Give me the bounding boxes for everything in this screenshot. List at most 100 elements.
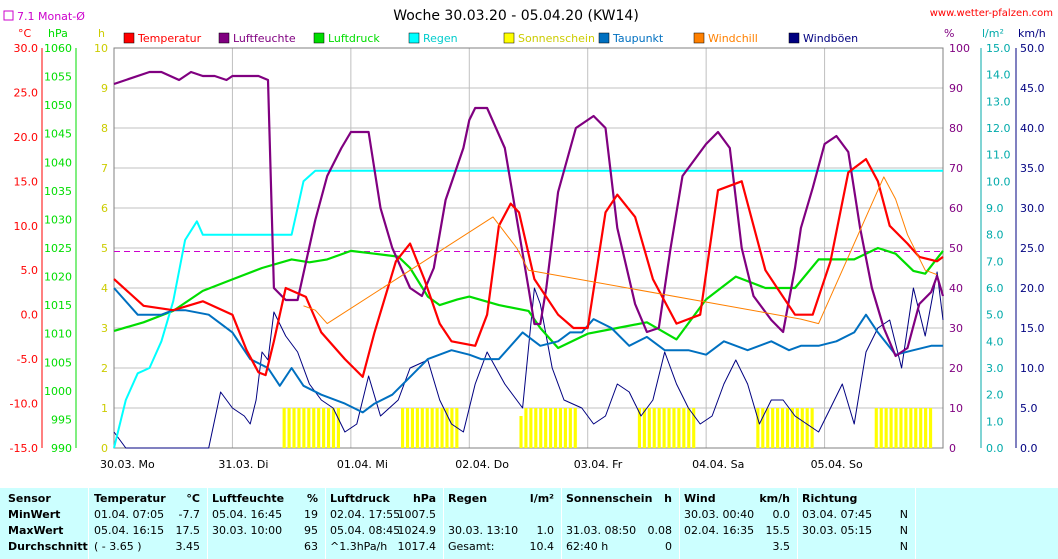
- legend-swatch: [503, 32, 515, 44]
- sunshine-bar: [909, 408, 913, 448]
- sunshine-bar: [292, 408, 296, 448]
- sunshine-bar: [771, 408, 775, 448]
- max-press-time: 05.04. 08:45: [330, 524, 401, 537]
- sunshine-bar: [785, 408, 790, 448]
- rain-axis-tick: 6.0: [986, 282, 1004, 295]
- sunshine-bar: [800, 408, 804, 448]
- humidity-axis-tick: 10: [949, 402, 963, 415]
- sunshine-bar: [914, 408, 918, 448]
- sun-axis-tick: 5: [101, 242, 108, 255]
- x-axis-labels: 30.03. Mo 31.03. Di 01.04. Mi 02.04. Do 03.0…: [100, 458, 863, 471]
- rain-axis-tick: 15.0: [986, 42, 1011, 55]
- x-axis-day-label: 05.04. So: [811, 458, 863, 471]
- humidity-axis-unit: %: [944, 27, 954, 40]
- sunshine-bar: [445, 408, 449, 448]
- legend-swatch: [123, 32, 135, 44]
- max-wind-time: 02.04. 16:35: [684, 524, 755, 537]
- wind-axis-tick: 0.0: [1020, 442, 1038, 455]
- legend-swatch: [788, 32, 800, 44]
- min-temp-time: 01.04. 07:05: [94, 508, 165, 521]
- x-axis-day-label: 01.04. Mi: [337, 458, 388, 471]
- legend-swatch: [408, 32, 420, 44]
- sunshine-bar: [924, 408, 928, 448]
- sunshine-bar: [563, 408, 567, 448]
- header-direction: Richtung: [802, 492, 858, 505]
- sunshine-bar: [529, 408, 533, 448]
- header-humidity-unit: %: [306, 492, 318, 505]
- max-temp-time: 05.04. 16:15: [94, 524, 165, 537]
- sunshine-bar: [553, 408, 558, 448]
- wind-axis-tick: 15.0: [1020, 322, 1045, 335]
- sunshine-bar: [672, 408, 676, 448]
- avg-press-value: 1017.4: [397, 540, 437, 553]
- max-hum-time: 30.03. 10:00: [212, 524, 283, 537]
- sunshine-bar: [430, 408, 434, 448]
- max-sun-value: 0.08: [647, 524, 673, 537]
- sunshine-bar: [568, 408, 572, 448]
- sunshine-bar: [682, 408, 686, 448]
- rain-axis-tick: 1.0: [986, 415, 1004, 428]
- sunshine-bar: [410, 408, 415, 448]
- sunshine-bar: [573, 408, 577, 448]
- sunshine-bar: [549, 408, 553, 448]
- sun-axis-tick: 3: [101, 322, 108, 335]
- sunshine-bar: [919, 408, 923, 448]
- sunshine-bar: [336, 408, 340, 448]
- max-dir-value: N: [899, 524, 908, 537]
- avg-hum-value: 63: [304, 540, 318, 553]
- max-wind-value: 15.5: [765, 524, 791, 537]
- legend-label: Temperatur: [137, 32, 202, 45]
- wind-axis-tick: 10.0: [1020, 362, 1045, 375]
- humidity-axis-tick: 30: [949, 322, 963, 335]
- series-line-windchill: [303, 176, 938, 325]
- max-hum-value: 95: [304, 524, 318, 537]
- min-hum-value: 19: [304, 508, 318, 521]
- series-line-luftfeuchte: [113, 70, 945, 358]
- weather-week-chart: Woche 30.03.20 - 05.04.20 (KW14) www.wet…: [3, 8, 1053, 471]
- column-divider: [88, 488, 89, 559]
- rain-axis-tick: 0.0: [986, 442, 1004, 455]
- website-link[interactable]: www.wetter-pfalzen.com: [930, 8, 1053, 19]
- header-temperature-unit: °C: [186, 492, 200, 505]
- avg-dir-value: N: [899, 540, 908, 553]
- column-divider: [679, 488, 680, 559]
- sunshine-bar: [657, 408, 661, 448]
- column-divider: [561, 488, 562, 559]
- pressure-axis-tick: 1055: [44, 71, 72, 84]
- rain-axis-tick: 14.0: [986, 69, 1011, 82]
- humidity-axis-tick: 20: [949, 362, 963, 375]
- statistics-table: Sensor Temperatur °C Luftfeuchte % Luftd…: [0, 488, 1058, 559]
- sunshine-bar: [282, 408, 286, 448]
- wind-axis-tick: 40.0: [1020, 122, 1045, 135]
- sunshine-bars: [282, 408, 933, 448]
- header-wind: Wind: [684, 492, 716, 505]
- rain-axis-tick: 4.0: [986, 335, 1004, 348]
- pressure-axis-tick: 1060: [44, 42, 72, 55]
- sunshine-bar: [425, 408, 429, 448]
- sunshine-bar: [440, 408, 444, 448]
- row-label-max: MaxWert: [8, 524, 64, 537]
- sunshine-bar: [879, 408, 883, 448]
- sun-axis-tick: 8: [101, 122, 108, 135]
- humidity-axis-tick: 70: [949, 162, 963, 175]
- axes: 30.025.020.015.010.05.00.0-5.0-10.0-15.0…: [10, 42, 1045, 455]
- sunshine-bar: [894, 408, 898, 448]
- rain-axis-tick: 3.0: [986, 362, 1004, 375]
- sunshine-bar: [322, 408, 326, 448]
- temp-axis-tick: -10.0: [10, 398, 38, 411]
- avg-legend-marker: [3, 10, 14, 21]
- sunshine-bar: [692, 408, 696, 448]
- sunshine-bar: [756, 408, 760, 448]
- column-divider: [325, 488, 326, 559]
- rain-axis-tick: 13.0: [986, 95, 1011, 108]
- temp-axis-tick: 10.0: [14, 220, 39, 233]
- rain-axis-tick: 9.0: [986, 202, 1004, 215]
- temp-axis-tick: -15.0: [10, 442, 38, 455]
- pressure-axis-tick: 1050: [44, 99, 72, 112]
- pressure-axis-tick: 1010: [44, 328, 72, 341]
- min-wind-time: 30.03. 00:40: [684, 508, 755, 521]
- pressure-axis-tick: 1005: [44, 356, 72, 369]
- sunshine-bar: [874, 408, 878, 448]
- x-axis-day-label: 04.04. Sa: [692, 458, 744, 471]
- wind-axis-tick: 30.0: [1020, 202, 1045, 215]
